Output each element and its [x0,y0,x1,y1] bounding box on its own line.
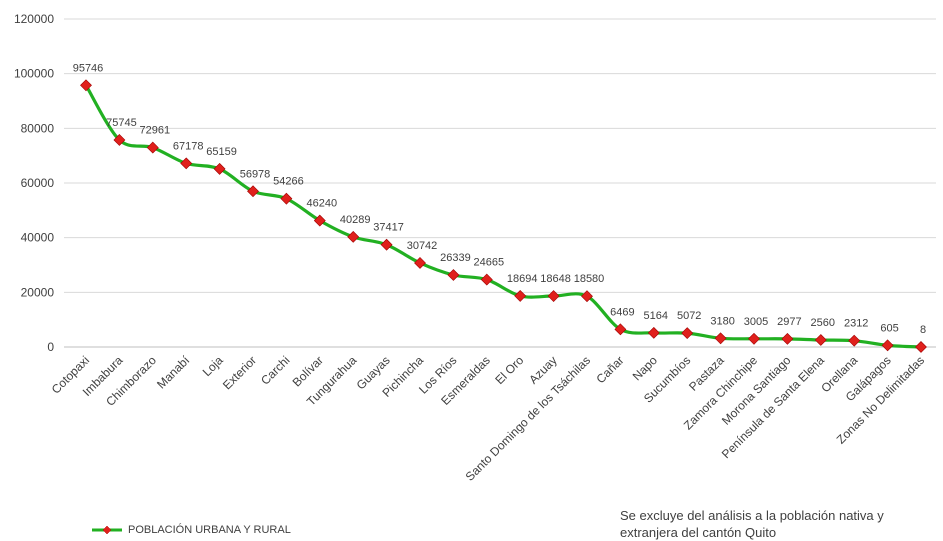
category-label: Carchi [258,353,292,387]
data-point [213,162,226,175]
data-point [681,327,694,340]
data-label: 6469 [610,306,634,318]
legend-swatch [92,525,122,535]
data-point [80,79,92,92]
data-label: 95746 [73,62,104,74]
series-markers [80,79,927,353]
data-label: 18580 [574,273,605,285]
category-label: Exterior [220,353,259,392]
data-point [247,185,259,198]
data-label: 40289 [340,214,371,226]
data-label: 24665 [474,257,505,269]
data-label: 605 [880,322,898,334]
data-point [280,192,293,205]
data-label: 65159 [206,146,237,158]
data-label: 46240 [307,198,338,210]
y-tick-label: 120000 [14,12,54,26]
data-label: 5072 [677,310,701,322]
data-point [915,341,927,353]
series-line [84,84,922,349]
data-label: 2977 [777,316,801,328]
y-tick-label: 80000 [21,121,55,135]
data-label: 3005 [744,316,768,328]
data-point [614,323,627,336]
data-point [414,257,426,269]
data-point [146,141,159,154]
category-label: Loja [200,353,226,379]
data-point [313,214,326,227]
data-point [647,326,660,339]
y-axis-ticks: 0 20000 40000 60000 80000 100000 120000 [14,12,54,354]
y-tick-label: 40000 [21,231,55,245]
series-line-group [84,84,922,349]
legend-label: POBLACIÓN URBANA Y RURAL [128,524,291,536]
data-label: 3180 [710,315,734,327]
y-tick-label: 0 [47,340,54,354]
note-line-2: extranjera del cantón Quito [620,525,777,540]
data-point [547,290,560,302]
y-tick-label: 100000 [14,67,54,81]
data-label: 56978 [240,168,271,180]
data-label: 67178 [173,140,204,152]
data-label: 37417 [373,222,404,234]
data-point [814,334,827,346]
category-label: Cañar [594,353,627,386]
legend: POBLACIÓN URBANA Y RURAL [90,524,291,536]
data-label: 18648 [540,273,571,285]
data-label: 75745 [106,117,137,129]
grid-lines [64,18,936,348]
data-point [180,157,193,170]
category-label: El Oro [492,353,526,387]
data-point [781,332,794,345]
data-point [848,334,861,347]
data-point [113,134,126,146]
data-point [380,238,393,251]
data-label: 72961 [140,125,171,137]
data-point [881,339,894,352]
data-label: 2560 [811,317,835,329]
data-label: 8 [920,324,926,336]
data-label: 26339 [440,252,471,264]
data-label: 54266 [273,176,304,188]
data-label: 5164 [644,310,668,322]
data-point [514,289,527,302]
data-point [581,290,593,303]
data-point [447,269,460,281]
note-line-1: Se excluye del análisis a la población n… [620,508,884,523]
data-point [748,332,760,345]
data-point [714,332,727,345]
y-tick-label: 20000 [21,285,55,299]
data-label: 30742 [407,240,438,252]
exclusion-note: Se excluye del análisis a la población n… [620,507,940,541]
category-label: Napo [630,353,660,383]
y-tick-label: 60000 [21,176,55,190]
data-label: 2312 [844,318,868,330]
category-label: Manabí [154,353,193,392]
data-point [347,230,360,243]
data-label: 18694 [507,273,538,285]
data-point [480,273,493,286]
